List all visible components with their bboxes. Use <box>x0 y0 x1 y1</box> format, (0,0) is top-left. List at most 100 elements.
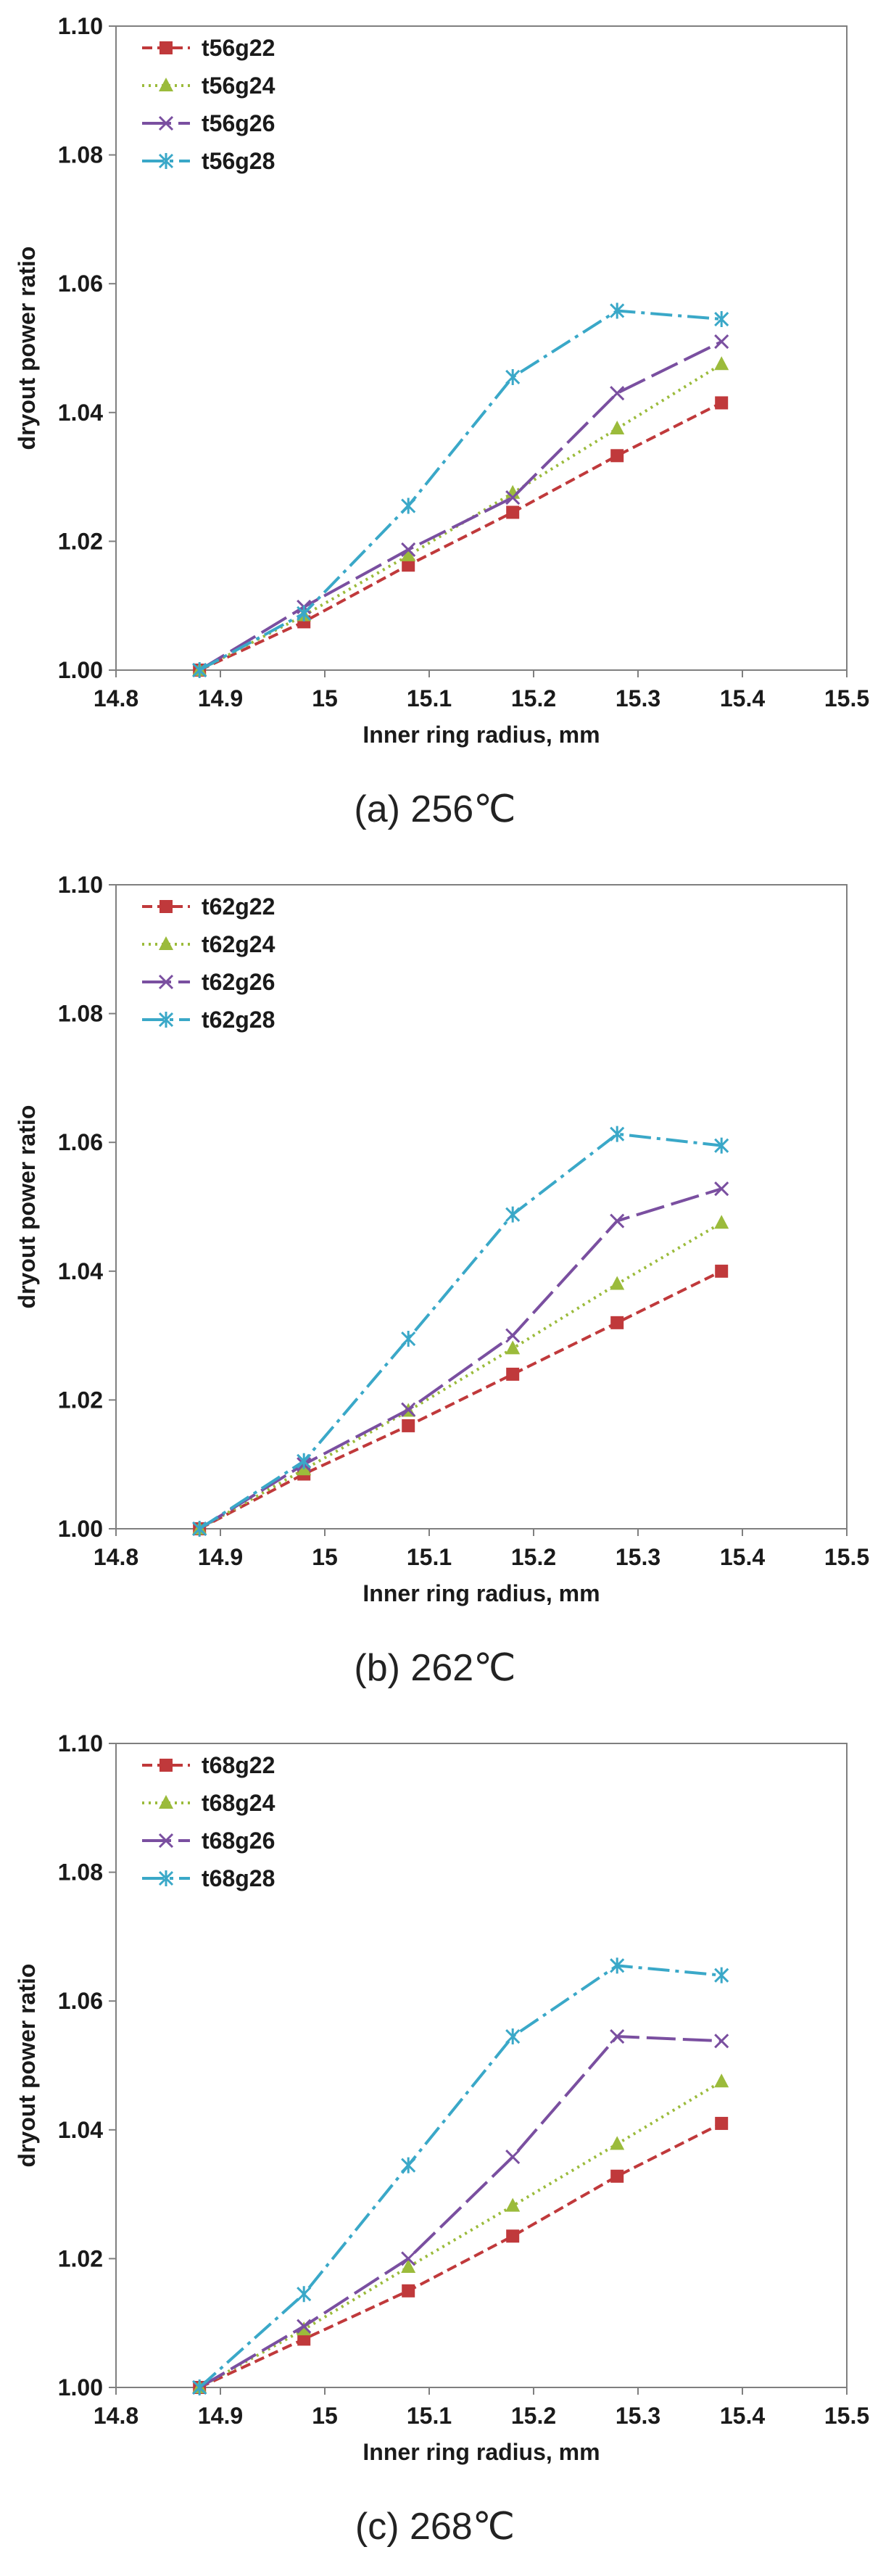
y-tick-label: 1.02 <box>58 1387 103 1413</box>
y-axis-title: dryout power ratio <box>14 247 40 450</box>
plot-area <box>115 884 848 1530</box>
legend-marker <box>158 1012 174 1028</box>
legend-marker <box>159 1795 173 1809</box>
x-tick-label: 15.3 <box>616 1544 660 1570</box>
data-point <box>402 1419 415 1432</box>
legend-item: t56g26 <box>142 110 275 136</box>
data-point <box>297 2319 312 2334</box>
data-point <box>714 2034 729 2049</box>
x-tick-label: 15.2 <box>511 685 556 711</box>
data-point <box>505 1328 521 1343</box>
chart-panel-b: 1.00 1.02 1.04 1.06 1.08 1.10 14.8 14.9 15 15.1 15… <box>0 859 870 1717</box>
x-tick-label: 15.3 <box>616 2403 660 2429</box>
y-tick-label: 1.10 <box>58 872 103 898</box>
data-point <box>192 662 207 678</box>
legend-label: t56g24 <box>202 73 276 99</box>
y-tick-label: 1.06 <box>58 1988 103 2014</box>
legend-label: t62g26 <box>202 969 275 995</box>
data-point <box>401 1331 416 1347</box>
data-point <box>610 302 625 319</box>
series-line <box>199 1270 723 1530</box>
series-t68g28 <box>192 1957 729 2395</box>
legend-marker <box>158 974 174 990</box>
legend-marker <box>159 936 173 950</box>
y-tick-label: 1.08 <box>58 1001 103 1027</box>
data-point <box>610 2028 625 2044</box>
legend-marker <box>158 153 174 169</box>
y-tick-label: 1.10 <box>58 13 103 39</box>
legend-item: t68g26 <box>142 1828 275 1854</box>
line-chart-b: 1.00 1.02 1.04 1.06 1.08 1.10 14.8 14.9 15 15.1 15… <box>14 872 869 1606</box>
y-tick-label: 1.00 <box>58 657 103 683</box>
data-point <box>401 498 416 514</box>
legend-marker <box>159 78 173 91</box>
data-point <box>505 1340 521 1355</box>
legend-item: t56g24 <box>142 73 276 99</box>
legend-label: t56g28 <box>202 148 275 174</box>
x-tick-label: 15.4 <box>720 2403 765 2429</box>
data-point <box>610 1316 624 1329</box>
chart-caption-c: (c) 268℃ <box>355 2506 515 2548</box>
data-point <box>715 396 729 410</box>
x-tick-label: 15 <box>312 2403 338 2429</box>
legend: t68g22 t68g24 t68g26 t68g28 <box>142 1752 276 1891</box>
data-point <box>401 542 416 558</box>
series-line <box>199 363 723 672</box>
legend-marker <box>158 1833 174 1849</box>
series-line <box>199 2122 723 2389</box>
line-chart-a: 1.00 1.02 1.04 1.06 1.08 1.10 14.8 14.9 15 15.1 15… <box>14 13 869 748</box>
legend-item: t68g22 <box>142 1752 275 1778</box>
legend-label: t68g28 <box>202 1865 275 1891</box>
legend-item: t68g24 <box>142 1790 276 1816</box>
y-tick-label: 1.08 <box>58 1859 103 1886</box>
data-point <box>714 1967 729 1983</box>
data-point <box>402 2284 415 2298</box>
data-point <box>610 386 625 401</box>
data-point <box>401 547 416 561</box>
x-tick-label: 14.9 <box>198 1544 243 1570</box>
series-line <box>199 340 723 672</box>
data-point <box>610 1276 625 1290</box>
data-point <box>610 449 624 463</box>
data-point <box>714 334 729 350</box>
x-axis-title: Inner ring radius, mm <box>362 2439 600 2465</box>
y-tick-label: 1.04 <box>58 400 103 426</box>
legend-label: t68g22 <box>202 1752 275 1778</box>
legend-label: t62g28 <box>202 1007 275 1033</box>
x-tick-label: 15.2 <box>511 2403 556 2429</box>
x-tick-label: 15.3 <box>616 685 660 711</box>
legend-item: t68g28 <box>142 1865 275 1891</box>
data-point <box>714 2073 729 2088</box>
data-point <box>401 1402 416 1417</box>
legend-marker <box>160 41 173 54</box>
x-tick-label: 15.1 <box>407 685 452 711</box>
data-point <box>714 311 729 328</box>
legend-item: t62g28 <box>142 1007 275 1033</box>
x-tick-label: 15.5 <box>824 1544 869 1570</box>
series-line <box>199 2035 722 2389</box>
data-point <box>715 2116 729 2130</box>
y-tick-label: 1.02 <box>58 528 103 554</box>
data-point <box>297 2321 312 2336</box>
x-tick-label: 15 <box>312 1544 338 1570</box>
data-point <box>505 2150 521 2165</box>
x-tick-label: 15.2 <box>511 1544 556 1570</box>
x-tick-label: 15.5 <box>824 2403 869 2429</box>
y-tick-label: 1.04 <box>58 1258 103 1284</box>
series-line <box>199 401 723 672</box>
x-axis-title: Inner ring radius, mm <box>362 722 600 748</box>
x-tick-label: 14.8 <box>94 685 138 711</box>
y-tick-label: 1.02 <box>58 2245 103 2271</box>
y-axis-title: dryout power ratio <box>14 1964 40 2168</box>
data-point <box>714 1137 729 1154</box>
data-point <box>505 2028 521 2045</box>
x-tick-label: 15.4 <box>720 1544 765 1570</box>
series-line <box>199 1187 722 1530</box>
data-point <box>610 1126 625 1142</box>
legend-item: t56g22 <box>142 35 275 61</box>
data-point <box>505 490 521 505</box>
series-line <box>198 1964 722 2389</box>
y-tick-label: 1.04 <box>58 2117 103 2143</box>
data-point <box>610 2136 625 2150</box>
data-point <box>192 1521 207 1537</box>
